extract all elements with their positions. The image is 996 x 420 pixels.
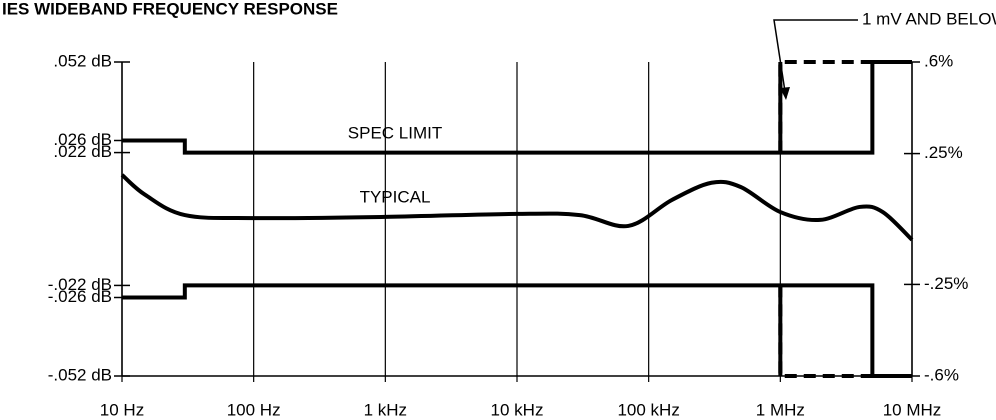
x-tick-label: 10 MHz — [883, 400, 942, 419]
series-line — [122, 60, 912, 155]
x-tick-label: 1 MHz — [756, 400, 805, 419]
y-tick-label: -.026 dB — [48, 287, 112, 306]
x-tick-label: 10 kHz — [491, 400, 544, 419]
dashed-limit-line — [778, 60, 873, 153]
annotation-arrowhead — [780, 87, 790, 100]
x-tick-label: 100 Hz — [227, 400, 281, 419]
series-label: 1 mV AND BELOW — [862, 9, 996, 28]
y2-tick-label: .25% — [924, 143, 963, 162]
x-tick-label: 100 kHz — [617, 400, 679, 419]
x-tick-label: 10 Hz — [100, 400, 144, 419]
y2-tick-label: -.6% — [924, 365, 959, 384]
series-label: TYPICAL — [360, 187, 431, 206]
y-tick-label: .052 dB — [53, 51, 112, 70]
series-line — [120, 173, 914, 242]
y-tick-label: -.022 dB — [48, 275, 112, 294]
series-label: SPEC LIMIT — [348, 123, 442, 142]
chart-title: IES WIDEBAND FREQUENCY RESPONSE — [2, 0, 338, 18]
y2-tick-label: -.25% — [924, 274, 968, 293]
y-tick-label: .026 dB — [53, 130, 112, 149]
y2-tick-label: .6% — [924, 51, 953, 70]
x-tick-label: 1 kHz — [364, 400, 407, 419]
y-tick-label: -.052 dB — [48, 365, 112, 384]
y-tick-label: .022 dB — [53, 142, 112, 161]
dashed-limit-line — [778, 285, 873, 378]
annotation-leader — [773, 19, 858, 99]
series-line — [122, 283, 912, 378]
